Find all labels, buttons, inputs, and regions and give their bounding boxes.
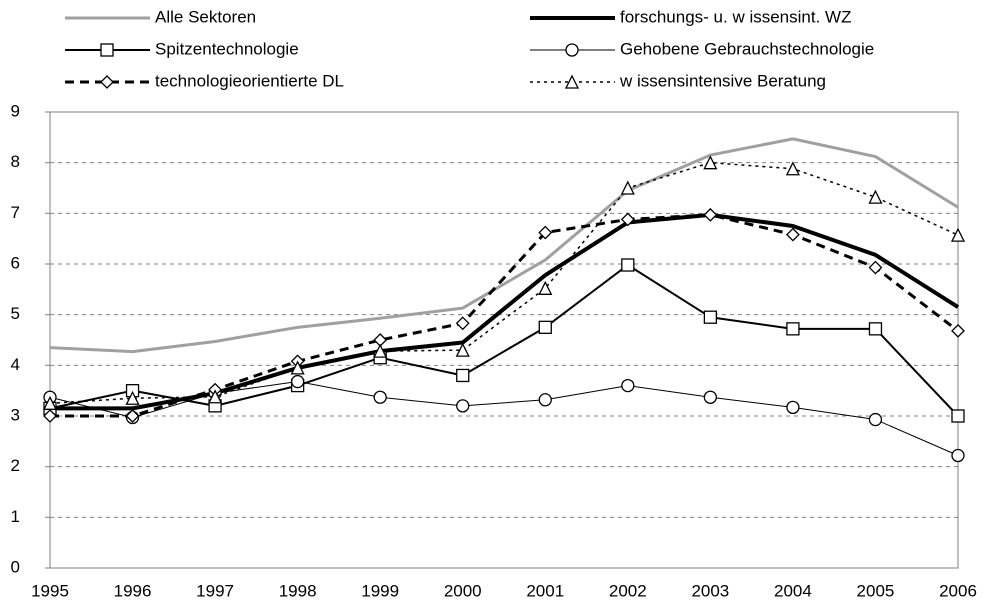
y-tick-label: 4 [11,355,20,374]
marker-square [456,368,470,383]
marker-circle [290,374,305,389]
marker-triangle [208,389,223,404]
marker-triangle [373,343,388,358]
y-tick-label: 7 [11,203,20,222]
marker-square [100,43,114,57]
x-tick-label: 2000 [444,581,482,600]
marker-triangle [620,180,635,195]
marker-triangle [868,189,883,204]
x-tick-label: 1999 [361,581,399,600]
marker-diamond [455,316,470,331]
y-tick-label: 3 [11,405,20,424]
x-tick-label: 2004 [774,581,812,600]
x-tick-label: 1996 [114,581,152,600]
marker-triangle [785,161,800,176]
marker-diamond [785,227,800,242]
x-tick-label: 2006 [939,581,977,600]
plot-frame [49,111,959,569]
legend-label: Gehobene Gebrauchstechnologie [620,39,874,58]
marker-circle [456,399,470,413]
series-line [50,213,959,418]
x-tick-label: 1995 [31,581,69,600]
legend-label: forschungs- u. w issensint. WZ [620,7,851,26]
series-line [50,212,960,411]
marker-square [868,322,883,336]
marker-diamond [620,212,635,227]
marker-diamond [100,75,114,89]
marker-circle [868,412,883,427]
legend-label: w issensintensive Beratung [619,71,826,90]
marker-triangle [950,227,966,242]
marker-square [951,409,965,423]
marker-triangle [455,342,470,357]
marker-diamond [538,225,553,240]
marker-square [538,320,552,334]
y-tick-label: 8 [11,152,20,171]
marker-triangle [42,395,58,410]
x-tick-label: 1997 [196,581,234,600]
marker-triangle [125,390,140,405]
series-line [49,264,959,417]
marker-circle [565,43,579,57]
series-line [49,137,959,354]
x-tick-label: 2001 [526,581,564,600]
y-tick-label: 2 [11,456,20,475]
y-tick-label: 6 [11,253,20,272]
x-tick-label: 2005 [857,581,895,600]
marker-circle [538,393,552,407]
marker-diamond [703,207,718,222]
y-tick-label: 9 [11,101,20,120]
marker-circle [621,378,635,393]
marker-diamond [868,260,883,275]
series-line [49,381,959,456]
marker-diamond [125,409,140,423]
x-tick-label: 2002 [609,581,647,600]
marker-square [786,322,800,336]
marker-circle [703,390,718,404]
y-tick-label: 5 [11,304,20,323]
legend-label: Alle Sektoren [155,7,256,26]
marker-diamond [951,323,965,338]
marker-circle [951,448,965,463]
x-tick-label: 2003 [691,581,729,600]
x-tick-label: 1998 [279,581,317,600]
legend-label: Spitzentechnologie [155,39,299,58]
marker-triangle [703,155,718,170]
series-line [49,161,959,405]
marker-triangle [564,74,580,89]
y-tick-label: 1 [11,507,20,526]
marker-triangle [538,280,553,295]
marker-circle [373,390,387,404]
marker-triangle [290,360,305,375]
marker-diamond [43,409,57,423]
y-tick-label: 0 [11,557,20,576]
marker-circle [786,400,800,415]
marker-square [621,258,635,272]
marker-square [703,310,718,324]
legend-label: technologieorientierte DL [155,71,344,90]
